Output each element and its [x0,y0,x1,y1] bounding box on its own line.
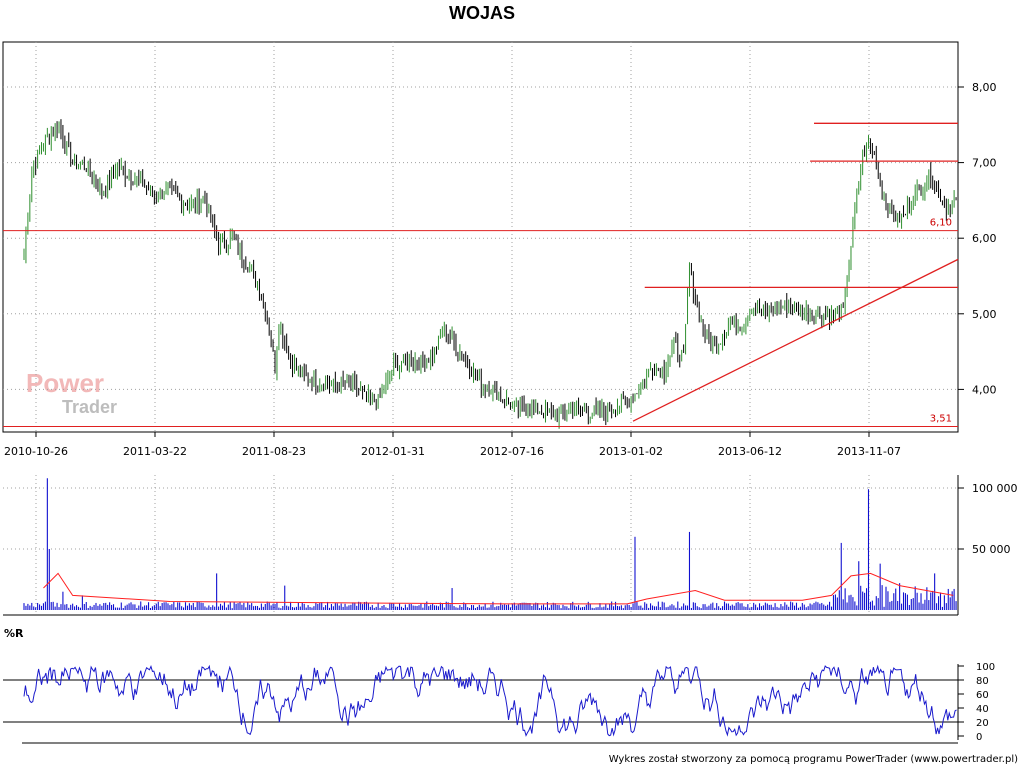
x-tick-label: 2013-06-12 [718,445,782,458]
x-tick-label: 2012-07-16 [480,445,544,458]
x-tick-label: 2012-01-31 [361,445,425,458]
volume-grid [3,475,964,615]
volume-y-tick-label: 50 000 [972,543,1011,556]
osc-y-tick-label: 60 [976,690,989,701]
x-tick-label: 2011-08-23 [242,445,306,458]
price-panel-frame [2,41,959,433]
logo-trader-text: Trader [62,397,117,417]
price-y-tick-label: 7,00 [972,157,997,170]
price-series [23,119,957,429]
volume-series [23,478,957,610]
osc-y-tick-label: 100 [976,662,995,673]
level-label: 3,51 [930,413,952,424]
price-y-tick-label: 5,00 [972,308,997,321]
price-y-tick-label: 8,00 [972,81,997,94]
osc-y-tick-label: 20 [976,718,989,729]
x-tick-label: 2013-11-07 [837,445,901,458]
axis-labels: 2010-10-26 2011-03-22 2011-08-23 2012-01-31… [4,81,1017,743]
logo-power-text: Power [26,368,104,398]
price-grid [3,42,964,437]
volume-moving-average [43,572,954,605]
osc-y-tick-label: 80 [976,676,989,687]
x-tick-label: 2010-10-26 [4,445,68,458]
level-label: 6,10 [930,218,952,229]
oscillator-title: %R [4,627,24,640]
williams-r-series [23,664,957,737]
chart-title: WOJAS [449,3,515,23]
price-y-tick-label: 4,00 [972,383,997,396]
x-tick-label: 2013-01-02 [599,445,663,458]
x-tick-label: 2011-03-22 [123,445,187,458]
price-levels: 6,10 3,51 [3,122,959,427]
footer-credit: Wykres został stworzony za pomocą progra… [609,754,1018,765]
williams-r-line [23,664,957,737]
oscillator-grid [3,665,964,737]
power-trader-logo: Power Trader [26,368,117,417]
support-trendline [632,258,959,422]
osc-y-tick-label: 40 [976,704,989,715]
volume-y-tick-label: 100 000 [972,482,1018,495]
osc-y-tick-label: 0 [976,732,982,743]
price-y-tick-label: 6,00 [972,232,997,245]
